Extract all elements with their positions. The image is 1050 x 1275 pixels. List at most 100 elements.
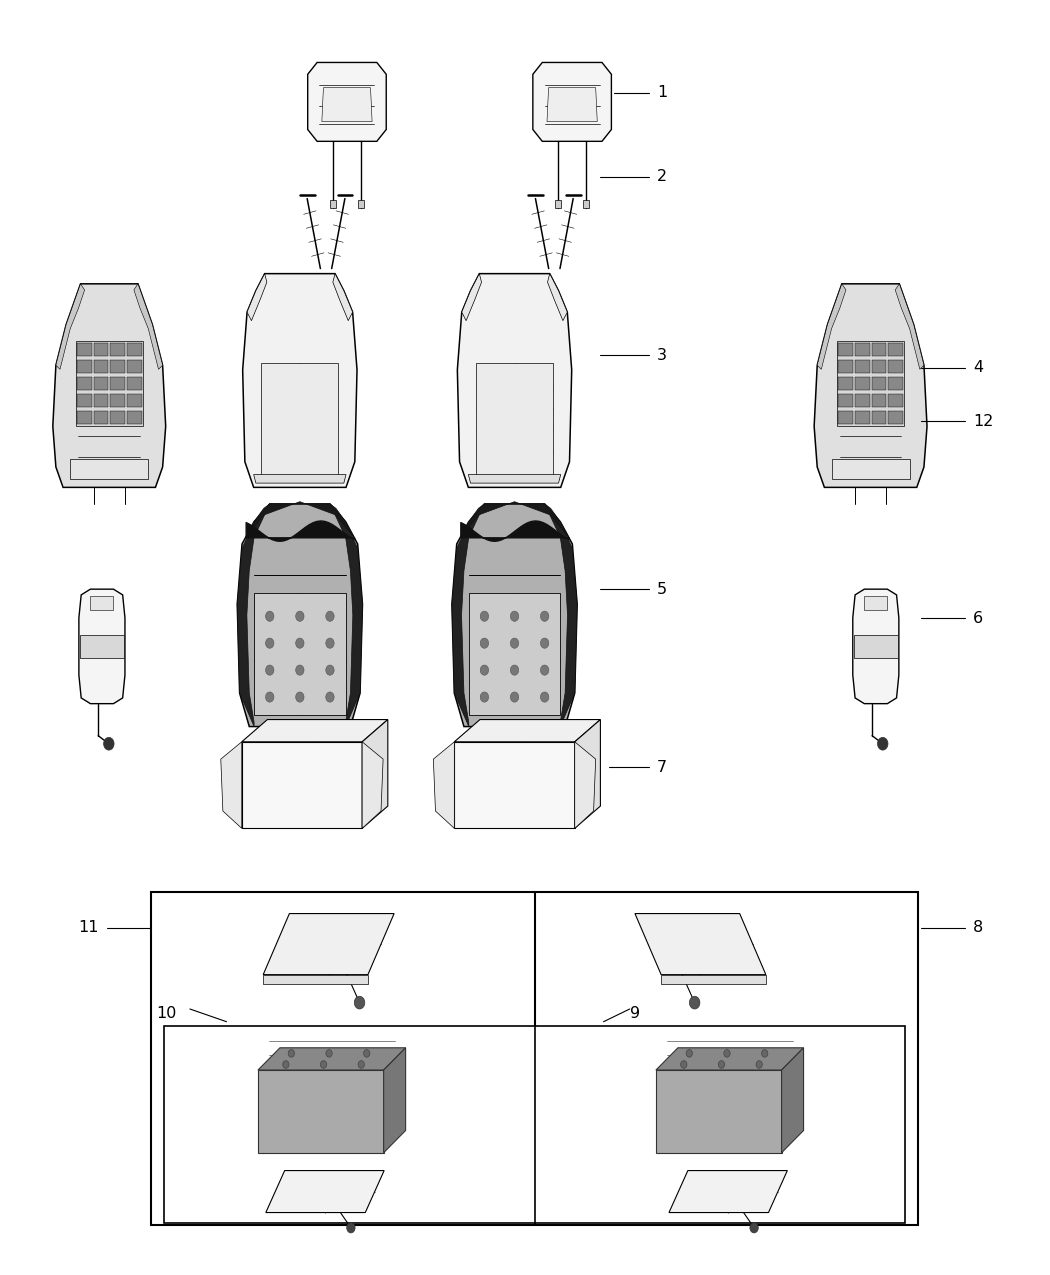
Circle shape <box>266 638 274 648</box>
Polygon shape <box>462 274 482 321</box>
Polygon shape <box>455 742 574 829</box>
Polygon shape <box>574 719 601 829</box>
Polygon shape <box>669 1170 788 1213</box>
Bar <box>127 377 142 390</box>
Circle shape <box>541 692 549 703</box>
Bar <box>93 412 108 425</box>
Bar <box>93 360 108 372</box>
Polygon shape <box>434 742 455 829</box>
Polygon shape <box>656 1070 781 1153</box>
Circle shape <box>686 1049 692 1057</box>
Bar <box>90 595 113 609</box>
Circle shape <box>326 638 334 648</box>
Text: 6: 6 <box>973 611 984 626</box>
Bar <box>855 394 869 407</box>
Polygon shape <box>656 1048 803 1070</box>
Circle shape <box>326 611 334 621</box>
Polygon shape <box>243 274 357 487</box>
Circle shape <box>723 1049 730 1057</box>
Bar <box>855 412 869 425</box>
Circle shape <box>541 666 549 676</box>
Bar <box>888 360 903 372</box>
Bar <box>127 412 142 425</box>
Polygon shape <box>264 974 368 984</box>
Bar <box>80 635 124 658</box>
Circle shape <box>282 1061 289 1068</box>
Bar <box>888 412 903 425</box>
Bar <box>93 377 108 390</box>
Text: 2: 2 <box>657 170 667 185</box>
Polygon shape <box>134 284 163 370</box>
Polygon shape <box>261 363 338 474</box>
Text: 7: 7 <box>657 760 667 775</box>
Circle shape <box>104 737 114 750</box>
Polygon shape <box>254 474 346 483</box>
Circle shape <box>750 1223 758 1233</box>
Circle shape <box>510 611 519 621</box>
Circle shape <box>296 666 304 676</box>
Circle shape <box>718 1061 724 1068</box>
Polygon shape <box>476 363 553 474</box>
Bar <box>838 394 853 407</box>
Bar <box>872 360 886 372</box>
Circle shape <box>346 1223 355 1233</box>
Circle shape <box>288 1049 294 1057</box>
Polygon shape <box>258 1048 405 1070</box>
Polygon shape <box>383 1048 405 1153</box>
Polygon shape <box>662 974 765 984</box>
Bar <box>838 360 853 372</box>
Polygon shape <box>458 274 571 487</box>
Text: 1: 1 <box>657 85 667 101</box>
Circle shape <box>480 611 488 621</box>
Bar <box>855 360 869 372</box>
Polygon shape <box>781 1048 803 1153</box>
Polygon shape <box>308 62 386 142</box>
Bar <box>872 343 886 356</box>
Text: 5: 5 <box>657 581 667 597</box>
Text: 3: 3 <box>657 348 667 362</box>
Bar <box>855 343 869 356</box>
Polygon shape <box>246 501 354 537</box>
Bar <box>855 377 869 390</box>
Polygon shape <box>247 274 267 321</box>
Bar <box>838 412 853 425</box>
Polygon shape <box>460 501 569 537</box>
Bar <box>872 412 886 425</box>
Polygon shape <box>52 284 166 487</box>
Bar <box>854 635 898 658</box>
Bar <box>164 1025 905 1223</box>
Circle shape <box>510 638 519 648</box>
Polygon shape <box>896 284 924 370</box>
Polygon shape <box>554 200 561 208</box>
Bar <box>838 343 853 356</box>
Bar <box>93 394 108 407</box>
Polygon shape <box>330 504 362 727</box>
Circle shape <box>296 692 304 703</box>
Circle shape <box>320 1061 327 1068</box>
Bar <box>93 343 108 356</box>
Circle shape <box>510 692 519 703</box>
Bar <box>468 593 561 715</box>
Text: 10: 10 <box>156 1006 176 1021</box>
Bar <box>127 360 142 372</box>
Polygon shape <box>330 200 336 208</box>
Bar <box>110 343 125 356</box>
Polygon shape <box>574 742 595 829</box>
Polygon shape <box>322 88 372 121</box>
Polygon shape <box>362 719 387 829</box>
Bar <box>832 459 909 479</box>
Bar <box>872 377 886 390</box>
Polygon shape <box>220 742 242 829</box>
Polygon shape <box>547 274 567 321</box>
Bar <box>77 394 91 407</box>
Circle shape <box>541 638 549 648</box>
Bar <box>254 593 345 715</box>
Polygon shape <box>264 914 394 974</box>
Bar <box>77 412 91 425</box>
Text: 8: 8 <box>973 921 984 935</box>
Bar <box>110 377 125 390</box>
Circle shape <box>690 996 700 1009</box>
Bar <box>77 377 91 390</box>
Circle shape <box>761 1049 768 1057</box>
Circle shape <box>756 1061 762 1068</box>
